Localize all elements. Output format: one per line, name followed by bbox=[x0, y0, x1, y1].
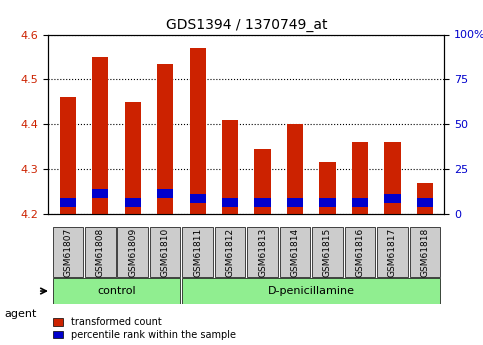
Title: GDS1394 / 1370749_at: GDS1394 / 1370749_at bbox=[166, 18, 327, 32]
FancyBboxPatch shape bbox=[280, 227, 310, 277]
Text: GSM61814: GSM61814 bbox=[291, 227, 299, 277]
Text: GSM61817: GSM61817 bbox=[388, 227, 397, 277]
Bar bbox=[255, 149, 270, 214]
Text: GSM61812: GSM61812 bbox=[226, 227, 235, 277]
FancyBboxPatch shape bbox=[215, 227, 245, 277]
Bar bbox=[319, 162, 336, 214]
Text: GSM61813: GSM61813 bbox=[258, 227, 267, 277]
FancyBboxPatch shape bbox=[53, 227, 83, 277]
Bar bbox=[255, 198, 270, 207]
Text: D-penicillamine: D-penicillamine bbox=[268, 286, 355, 296]
Text: GSM61810: GSM61810 bbox=[161, 227, 170, 277]
Bar bbox=[352, 198, 368, 207]
Bar bbox=[319, 198, 336, 207]
FancyBboxPatch shape bbox=[150, 227, 181, 277]
Bar bbox=[287, 124, 303, 214]
FancyBboxPatch shape bbox=[345, 227, 375, 277]
Text: GSM61808: GSM61808 bbox=[96, 227, 105, 277]
FancyBboxPatch shape bbox=[410, 227, 440, 277]
Bar bbox=[125, 198, 141, 207]
Bar bbox=[417, 198, 433, 207]
Bar bbox=[157, 64, 173, 214]
Bar bbox=[60, 198, 76, 207]
Bar bbox=[60, 97, 76, 214]
Text: control: control bbox=[97, 286, 136, 296]
FancyBboxPatch shape bbox=[85, 227, 115, 277]
Legend: transformed count, percentile rank within the sample: transformed count, percentile rank withi… bbox=[53, 317, 236, 340]
Text: GSM61811: GSM61811 bbox=[193, 227, 202, 277]
FancyBboxPatch shape bbox=[183, 278, 440, 304]
FancyBboxPatch shape bbox=[183, 227, 213, 277]
Bar bbox=[352, 142, 368, 214]
Bar bbox=[417, 183, 433, 214]
Bar bbox=[189, 48, 206, 214]
Text: GSM61809: GSM61809 bbox=[128, 227, 137, 277]
Text: GSM61815: GSM61815 bbox=[323, 227, 332, 277]
FancyBboxPatch shape bbox=[247, 227, 278, 277]
Text: GSM61818: GSM61818 bbox=[420, 227, 429, 277]
Bar bbox=[189, 194, 206, 203]
Text: GSM61816: GSM61816 bbox=[355, 227, 365, 277]
Bar bbox=[92, 57, 108, 214]
Text: agent: agent bbox=[5, 309, 37, 319]
Text: GSM61807: GSM61807 bbox=[63, 227, 72, 277]
Bar bbox=[384, 194, 400, 203]
Bar bbox=[125, 102, 141, 214]
Bar bbox=[287, 198, 303, 207]
Bar bbox=[92, 189, 108, 198]
Bar bbox=[157, 189, 173, 198]
Bar bbox=[222, 120, 238, 214]
Bar bbox=[384, 142, 400, 214]
FancyBboxPatch shape bbox=[312, 227, 343, 277]
FancyBboxPatch shape bbox=[53, 278, 181, 304]
FancyBboxPatch shape bbox=[377, 227, 408, 277]
FancyBboxPatch shape bbox=[117, 227, 148, 277]
Bar bbox=[222, 198, 238, 207]
